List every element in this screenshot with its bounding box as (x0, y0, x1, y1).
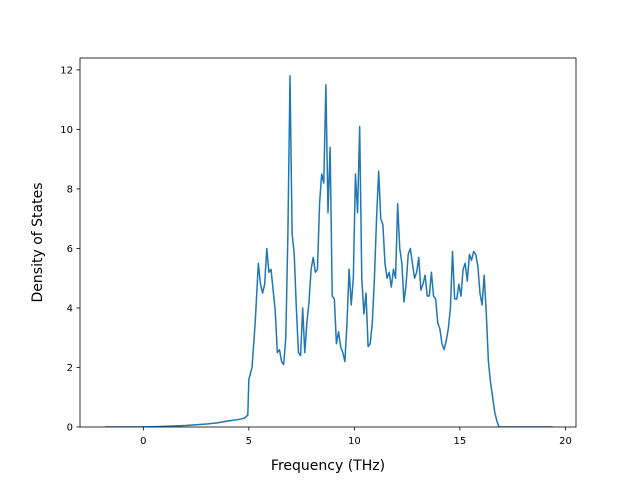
x-tick-label: 0 (140, 436, 146, 447)
y-tick-label: 2 (67, 363, 73, 374)
axes-frame (79, 57, 577, 428)
y-tick-label: 0 (67, 423, 73, 434)
plot-area (105, 75, 553, 427)
x-axis-label: Frequency (THz) (271, 458, 385, 474)
x-tick-label: 10 (348, 436, 361, 447)
y-tick-label: 12 (60, 65, 73, 76)
y-tick-label: 4 (67, 303, 73, 314)
y-tick-label: 10 (60, 125, 73, 136)
x-tick-label: 15 (454, 436, 467, 447)
x-tick-label: 5 (246, 436, 252, 447)
dos-series-line (105, 75, 553, 427)
y-tick-label: 8 (67, 184, 73, 195)
y-axis-label: Density of States (30, 183, 46, 303)
x-tick-label: 20 (559, 436, 572, 447)
axis-ticks: 0 5 10 15 20 0 2 4 6 8 10 12 (60, 65, 572, 447)
y-tick-label: 6 (67, 244, 73, 255)
